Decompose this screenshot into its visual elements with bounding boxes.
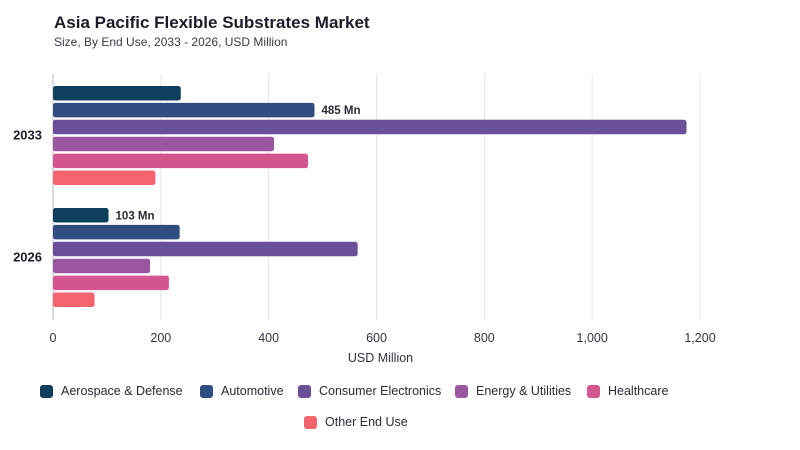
chart-subtitle: Size, By End Use, 2033 - 2026, USD Milli… bbox=[54, 35, 288, 49]
legend-item: Consumer Electronics bbox=[298, 384, 441, 398]
bar-2033-aerospace-defense bbox=[53, 86, 181, 101]
legend-swatch bbox=[587, 384, 600, 398]
bar-2033-healthcare bbox=[53, 153, 309, 169]
bar-2026-automotive bbox=[53, 224, 180, 240]
legend-swatch bbox=[304, 415, 317, 429]
legend-item: Aerospace & Defense bbox=[40, 384, 183, 398]
x-tick-label: 1,000 bbox=[577, 331, 608, 345]
bar-2033-automotive bbox=[53, 102, 315, 118]
data-label: 485 Mn bbox=[321, 105, 360, 117]
data-label: 103 Mn bbox=[116, 210, 155, 222]
bar-2033-consumer-electronics bbox=[53, 119, 687, 135]
legend-item: Automotive bbox=[200, 384, 284, 398]
y-category-label: 2033 bbox=[13, 128, 42, 143]
legend-item: Healthcare bbox=[587, 384, 668, 398]
y-category-label: 2026 bbox=[13, 250, 42, 265]
x-tick-label: 400 bbox=[258, 331, 279, 345]
legend-swatch bbox=[40, 384, 53, 398]
legend-swatch bbox=[298, 384, 311, 398]
x-tick-label: 800 bbox=[474, 331, 495, 345]
legend-label: Other End Use bbox=[325, 415, 408, 429]
legend-label: Automotive bbox=[221, 384, 284, 398]
legend-item: Other End Use bbox=[304, 415, 408, 429]
legend-label: Energy & Utilities bbox=[476, 384, 572, 398]
legend-item: Energy & Utilities bbox=[455, 384, 571, 398]
bar-2026-other-end-use bbox=[53, 292, 95, 307]
bar-2026-energy-utilities bbox=[53, 258, 151, 274]
legend-label: Aerospace & Defense bbox=[61, 384, 183, 398]
x-tick-label: 1,200 bbox=[684, 331, 715, 345]
legend-label: Healthcare bbox=[608, 384, 669, 398]
bar-2033-energy-utilities bbox=[53, 136, 275, 152]
x-tick-label: 200 bbox=[150, 331, 171, 345]
bar-2026-consumer-electronics bbox=[53, 241, 358, 257]
legend-label: Consumer Electronics bbox=[319, 384, 442, 398]
legend-swatch bbox=[455, 384, 468, 398]
legend-swatch bbox=[200, 384, 213, 398]
bar-2026-aerospace-defense bbox=[53, 208, 109, 223]
chart-title: Asia Pacific Flexible Substrates Market bbox=[54, 13, 370, 32]
x-tick-label: 600 bbox=[366, 331, 387, 345]
x-tick-label: 0 bbox=[50, 331, 57, 345]
bar-2026-healthcare bbox=[53, 275, 169, 291]
x-axis-title: USD Million bbox=[348, 351, 413, 365]
bar-2033-other-end-use bbox=[53, 170, 156, 185]
